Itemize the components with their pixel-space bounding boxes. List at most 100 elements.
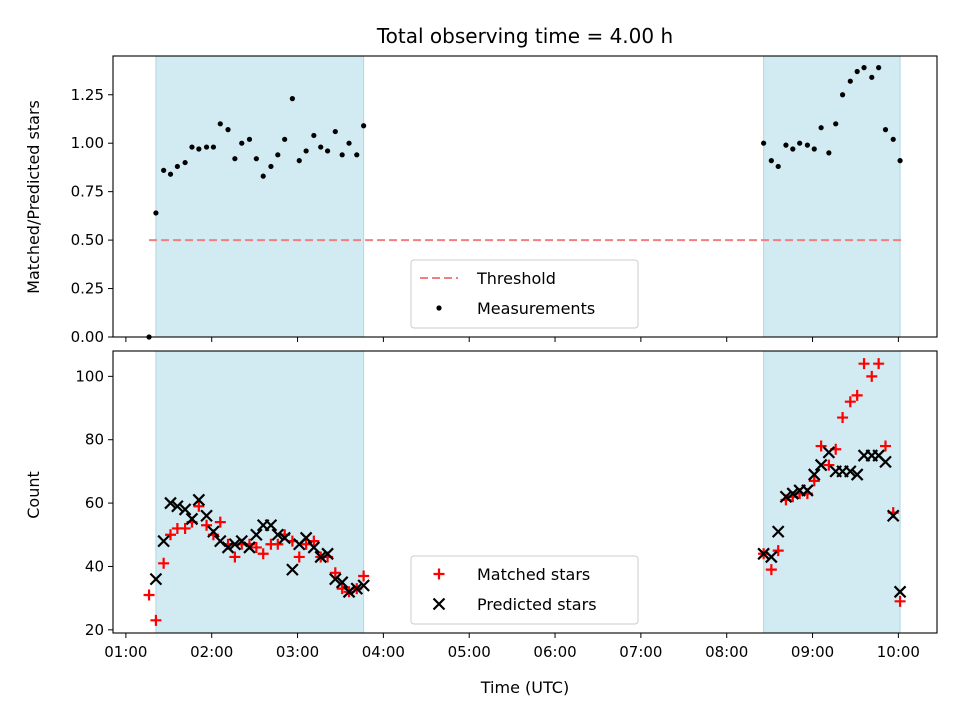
- data-point: [203, 144, 210, 150]
- data-point: [879, 455, 892, 469]
- data-point: [296, 158, 302, 164]
- data-point: [890, 136, 896, 142]
- data-point: [149, 572, 163, 586]
- data-point: [815, 440, 827, 452]
- data-point: [329, 567, 341, 579]
- data-point: [797, 140, 803, 146]
- data-point: [844, 465, 857, 478]
- legend-box: [410, 555, 639, 625]
- data-point: [214, 516, 226, 528]
- data-point: [303, 148, 309, 154]
- data-point: [314, 550, 327, 564]
- y-tick-label: 40: [85, 557, 104, 575]
- x-tick-label: 05:00: [448, 643, 491, 661]
- legend-label: Measurements: [477, 299, 595, 318]
- data-point: [886, 509, 900, 523]
- data-point: [866, 370, 878, 382]
- data-point: [837, 412, 849, 424]
- y-tick-label: 0.75: [71, 183, 104, 201]
- data-point: [332, 128, 338, 135]
- data-point: [207, 525, 220, 538]
- legend-marker: [432, 597, 446, 611]
- data-point: [228, 538, 242, 551]
- top-panel: 0.00 0.25 0.50 0.75 1.00 1.25 Threshold Measure…: [71, 55, 938, 346]
- data-point: [200, 509, 213, 523]
- data-point: [768, 158, 774, 164]
- data-point: [882, 127, 889, 133]
- data-point: [329, 572, 342, 586]
- data-point: [880, 440, 891, 452]
- data-point: [783, 142, 789, 148]
- data-point: [779, 490, 793, 504]
- data-point: [358, 570, 370, 582]
- data-point: [225, 127, 231, 133]
- data-point: [861, 65, 867, 71]
- data-point: [786, 487, 800, 500]
- data-point: [264, 518, 278, 532]
- x-tick-label: 06:00: [533, 643, 576, 661]
- data-point: [282, 136, 288, 142]
- data-point: [272, 538, 284, 550]
- data-point: [243, 541, 256, 554]
- data-point: [818, 125, 824, 131]
- data-point: [321, 547, 334, 561]
- data-point: [185, 512, 199, 526]
- data-point: [807, 468, 821, 481]
- data-point: [167, 171, 174, 177]
- data-point: [143, 589, 155, 601]
- data-point: [775, 163, 781, 170]
- legend-box: [410, 259, 639, 329]
- data-point: [157, 534, 170, 548]
- data-point: [357, 579, 370, 592]
- data-point: [286, 563, 299, 576]
- data-point: [346, 140, 352, 146]
- data-point: [335, 576, 349, 589]
- data-point: [210, 144, 217, 150]
- data-point: [342, 585, 356, 599]
- data-point: [293, 551, 305, 563]
- legend-marker: [436, 305, 442, 311]
- data-point: [260, 173, 266, 179]
- plot-frame: [112, 55, 938, 338]
- data-point: [324, 148, 331, 154]
- legend-marker: [433, 568, 445, 580]
- data-point: [257, 548, 269, 560]
- data-point: [250, 528, 263, 542]
- data-point: [271, 528, 285, 542]
- data-point: [165, 529, 177, 541]
- legend-label: Threshold: [476, 269, 556, 288]
- data-point: [873, 358, 885, 370]
- data-point: [221, 541, 235, 554]
- data-point: [804, 142, 810, 148]
- y-tick-label: 0.25: [71, 280, 104, 298]
- data-point: [307, 541, 321, 554]
- data-point: [171, 499, 184, 513]
- x-tick-label: 10:00: [877, 643, 920, 661]
- data-point: [811, 146, 817, 152]
- data-point: [174, 163, 180, 170]
- x-tick-label: 02:00: [190, 643, 233, 661]
- data-point: [268, 163, 274, 170]
- data-point: [851, 389, 863, 401]
- data-point: [229, 551, 241, 563]
- data-point: [801, 484, 814, 497]
- data-point: [847, 78, 853, 84]
- data-point: [289, 96, 295, 102]
- y-tick-label: 80: [85, 431, 104, 449]
- data-point: [772, 545, 784, 557]
- bottom-y-axis-label: Count: [24, 471, 43, 519]
- data-point: [808, 475, 820, 487]
- legend-label: Predicted stars: [477, 595, 597, 614]
- data-point: [161, 167, 167, 173]
- x-tick-label: 08:00: [705, 643, 748, 661]
- data-point: [814, 458, 828, 472]
- data-point: [217, 121, 223, 127]
- data-point: [839, 92, 846, 98]
- data-point: [876, 65, 882, 71]
- data-point: [278, 531, 291, 545]
- data-point: [299, 531, 313, 545]
- x-tick-label: 01:00: [104, 643, 147, 661]
- plot-frame: [112, 350, 938, 634]
- data-point: [192, 493, 206, 507]
- data-point: [311, 132, 317, 139]
